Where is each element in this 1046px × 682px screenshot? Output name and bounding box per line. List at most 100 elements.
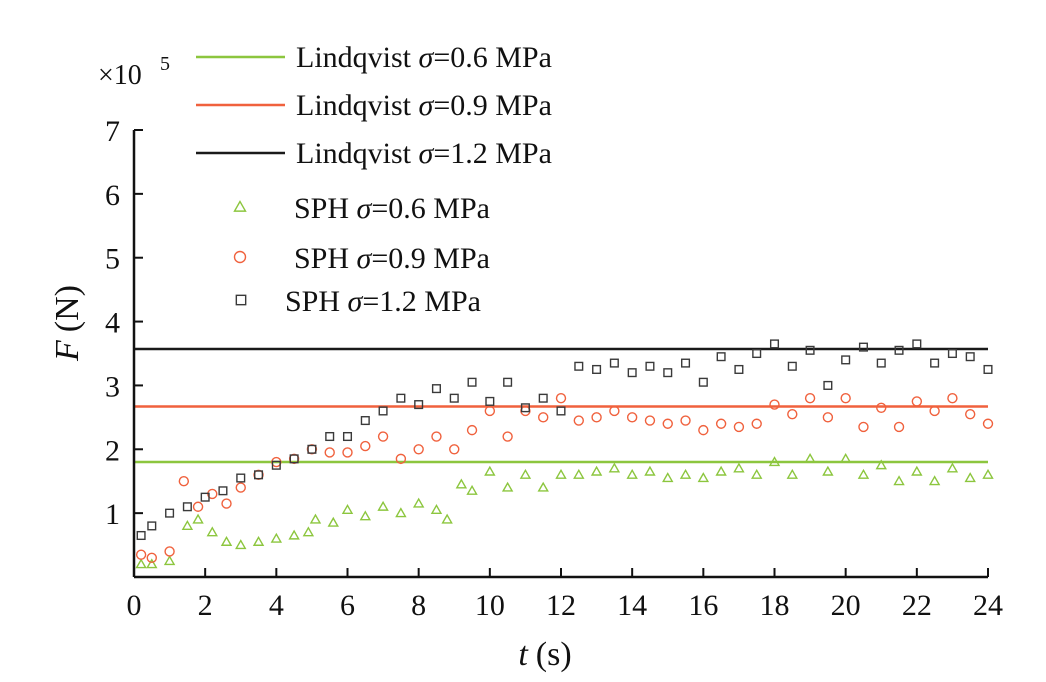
data-point — [573, 468, 585, 479]
x-tick-label: 12 — [546, 589, 576, 622]
data-point — [839, 452, 852, 463]
legend-lindqvist-label: Lindqvist σ=0.6 MPa — [296, 41, 552, 74]
data-point — [288, 529, 300, 540]
legend-lindqvist-label-sigma: σ — [419, 137, 435, 170]
data-point — [135, 558, 147, 569]
data-point — [841, 355, 851, 365]
legend-sph-label-prefix: SPH — [294, 192, 357, 225]
data-point — [235, 482, 246, 493]
x-tick-label: 10 — [475, 589, 505, 622]
legend-lindqvist-label-prefix: Lindqvist — [296, 89, 419, 122]
data-point — [430, 504, 443, 515]
data-point — [679, 468, 692, 479]
data-point — [206, 526, 218, 537]
legend-sph-label-prefix: SPH — [294, 242, 357, 275]
x-tick-label: 18 — [760, 589, 790, 622]
data-point — [787, 361, 797, 371]
data-point — [965, 352, 975, 362]
y-axis-label: F (N) — [49, 285, 86, 362]
data-point — [663, 368, 673, 378]
legend-sph-label-sigma: σ — [348, 285, 364, 318]
data-point — [252, 535, 265, 546]
data-point — [752, 348, 762, 359]
data-point — [538, 393, 548, 403]
data-point — [697, 472, 710, 483]
data-points — [135, 339, 994, 569]
data-point — [608, 462, 621, 473]
data-point — [983, 364, 993, 374]
data-point — [412, 497, 425, 508]
data-point — [751, 418, 762, 429]
legend-marker-swatch — [235, 294, 247, 306]
data-point — [894, 345, 904, 355]
data-point — [182, 502, 192, 512]
legend-marker-swatch — [233, 250, 247, 264]
data-point — [805, 345, 815, 355]
data-point — [930, 358, 940, 368]
data-point — [715, 418, 727, 429]
legend-lindqvist-label-prefix: Lindqvist — [296, 137, 419, 170]
x-axis-label: t (s) — [518, 636, 571, 673]
data-point — [501, 481, 514, 492]
data-point — [192, 501, 204, 512]
data-point — [893, 475, 905, 486]
data-point — [164, 546, 175, 557]
data-point — [146, 552, 157, 564]
x-axis-unit: (s) — [536, 636, 572, 673]
data-point — [413, 444, 424, 455]
data-point — [662, 472, 674, 483]
data-point — [378, 406, 388, 416]
y-multiplier-base: ×10 — [98, 60, 142, 91]
data-point — [858, 421, 869, 433]
legend-marker-swatch — [233, 200, 247, 212]
data-point — [574, 361, 584, 371]
data-point — [467, 377, 477, 387]
legend-lindqvist-label-prefix: Lindqvist — [296, 41, 419, 74]
data-point — [163, 555, 176, 566]
data-point — [626, 412, 638, 423]
y-tick-label: 3 — [105, 370, 120, 403]
data-point — [377, 431, 389, 442]
legend-sph-label-prefix: SPH — [285, 285, 348, 318]
data-point — [982, 418, 994, 429]
legend-sph-label: SPH σ=0.9 MPa — [294, 242, 490, 275]
data-point — [716, 352, 726, 362]
data-point — [662, 418, 673, 429]
data-point — [503, 377, 513, 387]
data-point — [165, 508, 175, 518]
data-point — [519, 468, 532, 479]
data-point — [715, 465, 727, 476]
data-point — [840, 393, 851, 404]
data-point — [947, 348, 957, 359]
data-point — [466, 424, 478, 436]
data-point — [146, 558, 158, 569]
data-point — [928, 475, 941, 486]
series-square — [136, 339, 993, 541]
data-point — [965, 408, 976, 420]
data-point — [254, 470, 264, 480]
y-multiplier: ×10 5 — [98, 53, 170, 91]
data-point — [609, 358, 619, 368]
data-point — [591, 412, 602, 423]
data-point — [858, 342, 868, 352]
data-point — [218, 486, 228, 496]
legend-lindqvist-label-rest: =0.9 MPa — [433, 89, 552, 122]
data-point — [626, 468, 638, 479]
x-tick-label: 20 — [831, 589, 861, 622]
legend-sph-label: SPH σ=1.2 MPa — [285, 285, 481, 318]
data-point — [341, 504, 354, 515]
series-triangle — [135, 452, 994, 569]
data-point — [221, 498, 232, 509]
data-point — [804, 452, 816, 463]
legend-sph-label-rest: =1.2 MPa — [362, 285, 481, 318]
data-point — [537, 481, 549, 492]
data-point — [769, 399, 780, 410]
data-point — [946, 462, 959, 473]
data-point — [431, 384, 441, 394]
data-point — [769, 339, 780, 349]
data-point — [395, 507, 407, 518]
x-tick-label: 4 — [269, 589, 284, 622]
data-point — [302, 526, 315, 537]
data-point — [466, 484, 478, 495]
